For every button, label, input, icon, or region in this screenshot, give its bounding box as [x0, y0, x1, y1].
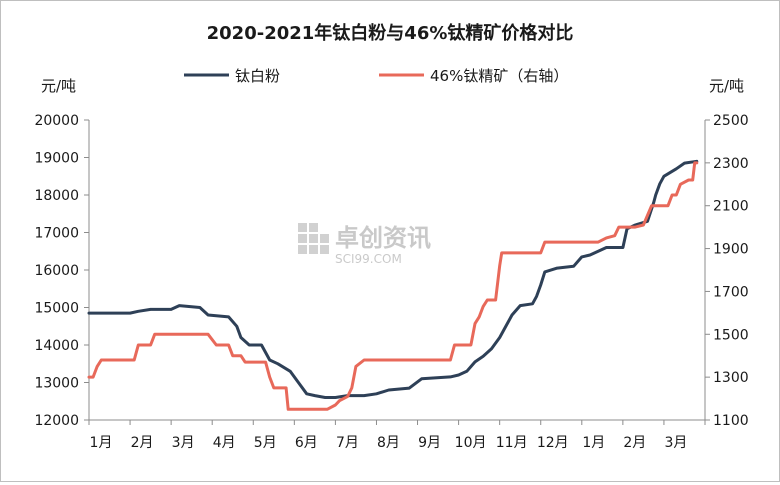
x-tick-label: 10月: [455, 435, 487, 451]
x-tick-label: 3月: [664, 435, 687, 451]
watermark: 卓创资讯 SCI99.COM: [298, 223, 431, 266]
y-left-tick-label: 18000: [34, 188, 79, 204]
y-right-unit-label: 元/吨: [709, 77, 744, 95]
legend: 钛白粉 46%钛精矿（右轴）: [184, 67, 568, 85]
x-tick-label: 3月: [172, 435, 195, 451]
y-right-tick-label: 2100: [713, 199, 749, 215]
y-left-tick-label: 14000: [34, 338, 79, 354]
y-right-tick-label: 1300: [713, 370, 749, 386]
series-layer: [87, 159, 699, 411]
x-tick-label: 9月: [418, 435, 441, 451]
y-left-tick-label: 17000: [34, 226, 79, 242]
x-tick-label: 5月: [254, 435, 277, 451]
watermark-subtext: SCI99.COM: [335, 252, 402, 266]
axes: 20000 19000 18000 17000 16000 15000 14000 13000…: [34, 113, 748, 451]
x-tick-label: 2月: [131, 435, 154, 451]
y-right-tick-label: 1700: [713, 284, 749, 300]
y-left-tick-label: 20000: [34, 113, 79, 129]
x-tick-label: 7月: [336, 435, 359, 451]
y-left-tick-label: 13000: [34, 376, 79, 392]
y-left-tick-label: 15000: [34, 301, 79, 317]
x-tick-label: 6月: [295, 435, 318, 451]
y-left-unit-label: 元/吨: [41, 77, 76, 95]
chart-title: 2020-2021年钛白粉与46%钛精矿价格对比: [207, 22, 574, 44]
legend-label-titanium-dioxide: 钛白粉: [235, 67, 280, 85]
y-right-tick-label: 2300: [713, 156, 749, 172]
legend-label-ilmenite: 46%钛精矿（右轴）: [430, 67, 568, 85]
x-tick-label: 11月: [496, 435, 528, 451]
x-tick-label: 1月: [90, 435, 113, 451]
y-left-tick-label: 12000: [34, 413, 79, 429]
watermark-text: 卓创资讯: [335, 224, 431, 252]
y-right-tick-label: 1100: [713, 413, 749, 429]
x-tick-label: 12月: [537, 435, 569, 451]
y-left-tick-label: 19000: [34, 151, 79, 167]
y-right-tick-label: 1500: [713, 327, 749, 343]
x-tick-label: 4月: [213, 435, 236, 451]
y-right-tick-label: 1900: [713, 242, 749, 258]
x-tick-label: 2月: [623, 435, 646, 451]
x-tick-label: 1月: [582, 435, 605, 451]
y-left-tick-label: 16000: [34, 263, 79, 279]
series-line-ilmenite: [87, 161, 699, 411]
series-line-titanium-dioxide: [87, 159, 699, 399]
watermark-logo: [298, 223, 329, 254]
y-right-tick-label: 2500: [713, 113, 749, 129]
x-tick-label: 8月: [377, 435, 400, 451]
